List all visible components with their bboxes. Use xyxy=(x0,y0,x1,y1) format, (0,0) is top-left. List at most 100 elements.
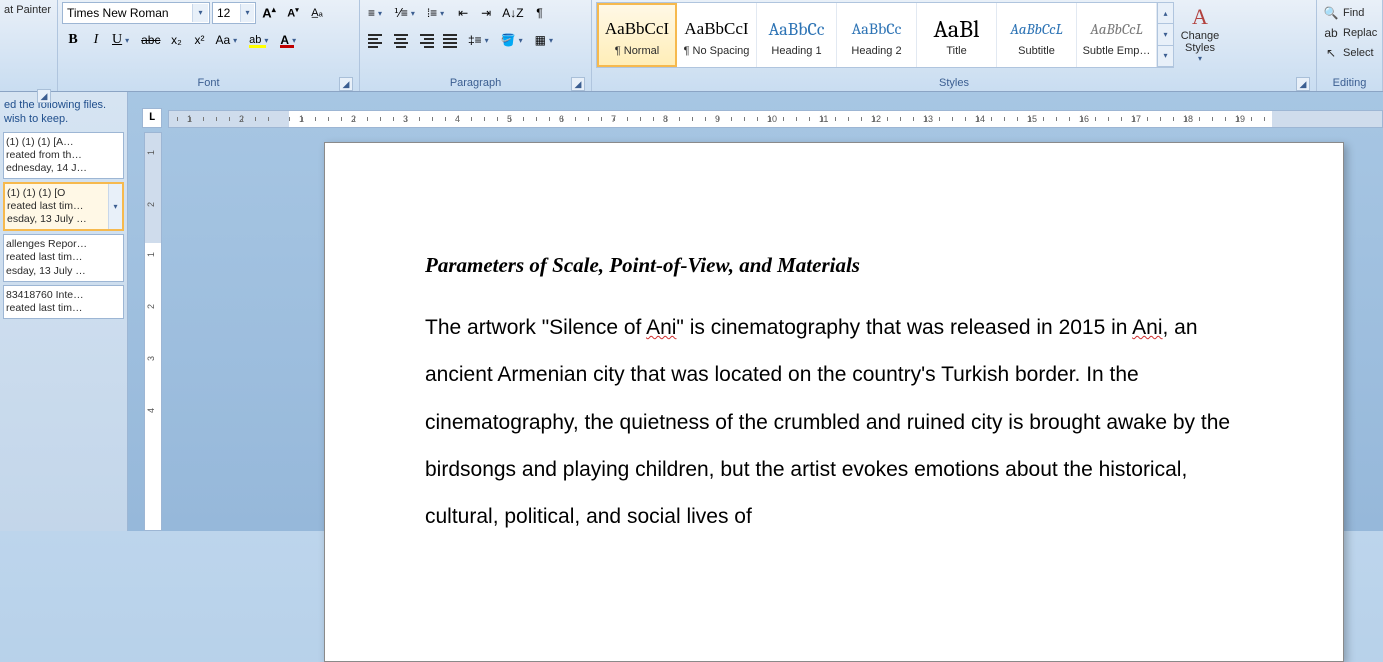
font-launcher[interactable]: ◢ xyxy=(339,77,353,91)
gallery-scroll-0[interactable]: ▴ xyxy=(1158,3,1173,24)
recovery-item-1[interactable]: (1) (1) (1) [Oreated last tim…esday, 13 … xyxy=(3,182,124,231)
highlight-swatch xyxy=(249,45,266,48)
editing-group-label: Editing xyxy=(1321,75,1378,91)
align-center-button[interactable] xyxy=(389,29,413,51)
document-page[interactable]: Parameters of Scale, Point-of-View, and … xyxy=(324,142,1344,662)
align-right-button[interactable] xyxy=(414,29,438,51)
bullets-button[interactable]: ≡▾ xyxy=(364,2,389,24)
style-item---no-spacing[interactable]: AaBbCcI¶ No Spacing xyxy=(677,3,757,67)
shrink-font-button[interactable]: A▾ xyxy=(282,2,304,24)
recovery-item-2[interactable]: allenges Repor…reated last tim…esday, 13… xyxy=(3,234,124,281)
workspace: ed the following files. wish to keep. (1… xyxy=(0,92,1383,531)
style-label: Heading 1 xyxy=(771,45,821,57)
multilevel-list-button[interactable]: ⁞≡▾ xyxy=(423,2,451,24)
line-spacing-button[interactable]: ‡≡▾ xyxy=(464,29,496,51)
style-label: Heading 2 xyxy=(851,45,901,57)
font-name-value: Times New Roman xyxy=(67,6,169,20)
align-center-icon xyxy=(393,33,409,47)
font-size-combo[interactable]: 12 ▾ xyxy=(212,2,256,24)
style-preview: AaBl xyxy=(933,13,979,45)
font-color-swatch xyxy=(280,45,294,48)
replace-icon: ab xyxy=(1323,25,1339,41)
style-item-title[interactable]: AaBlTitle xyxy=(917,3,997,67)
change-styles-icon: A xyxy=(1192,4,1208,30)
font-color-button[interactable]: A ▾ xyxy=(276,29,303,51)
gallery-scroll-1[interactable]: ▾ xyxy=(1158,24,1173,45)
style-preview: AaBbCc xyxy=(769,13,825,45)
paragraph-launcher[interactable]: ◢ xyxy=(571,77,585,91)
clear-formatting-button[interactable]: A̲ₐ xyxy=(306,2,328,24)
strikethrough-button[interactable]: abc xyxy=(137,29,164,51)
italic-button[interactable]: I xyxy=(85,29,107,51)
bold-button[interactable]: B xyxy=(62,29,84,51)
styles-group: AaBbCcI¶ NormalAaBbCcI¶ No SpacingAaBbCc… xyxy=(592,0,1317,91)
change-case-button[interactable]: Aa▾ xyxy=(211,29,244,51)
style-label: Subtitle xyxy=(1018,45,1055,57)
spell-error[interactable]: Ani xyxy=(646,316,676,339)
style-item-heading-2[interactable]: AaBbCcHeading 2 xyxy=(837,3,917,67)
numbering-button[interactable]: ⅟≡▾ xyxy=(390,2,422,24)
style-preview: AaBbCcL xyxy=(1010,13,1063,45)
style-preview: AaBbCcI xyxy=(605,13,669,45)
subscript-button[interactable]: x₂ xyxy=(165,29,187,51)
clipboard-launcher[interactable]: ◢ xyxy=(37,89,51,103)
shading-button[interactable]: 🪣▾ xyxy=(497,29,530,51)
style-label: ¶ Normal xyxy=(615,45,659,57)
change-styles-label: Change Styles xyxy=(1178,30,1222,54)
align-left-icon xyxy=(368,33,384,47)
find-icon: 🔍 xyxy=(1323,5,1339,21)
sort-button[interactable]: A↓Z xyxy=(498,2,527,24)
clipboard-group-label: ◢ xyxy=(4,87,53,91)
style-item-subtle-emp-[interactable]: AaBbCcLSubtle Emp… xyxy=(1077,3,1157,67)
change-styles-button[interactable]: A Change Styles ▾ xyxy=(1176,2,1224,65)
style-item-subtitle[interactable]: AaBbCcLSubtitle xyxy=(997,3,1077,67)
document-area: L 2112345678910111213141516171819 211234… xyxy=(128,92,1383,531)
find-button[interactable]: 🔍Find xyxy=(1321,4,1366,22)
justify-button[interactable] xyxy=(439,29,463,51)
highlight-color-button[interactable]: ab ▾ xyxy=(245,29,275,51)
paragraph-group: ≡▾ ⅟≡▾ ⁞≡▾ ⇤ ⇥ A↓Z ¶ xyxy=(360,0,592,91)
grow-font-button[interactable]: A▴ xyxy=(258,2,280,24)
spell-error[interactable]: Ani xyxy=(1132,316,1162,339)
style-preview: AaBbCcL xyxy=(1090,13,1143,45)
document-heading[interactable]: Parameters of Scale, Point-of-View, and … xyxy=(425,253,1243,278)
style-preview: AaBbCc xyxy=(852,13,902,45)
decrease-indent-button[interactable]: ⇤ xyxy=(452,2,474,24)
styles-launcher[interactable]: ◢ xyxy=(1296,77,1310,91)
style-item---normal[interactable]: AaBbCcI¶ Normal xyxy=(597,3,677,67)
align-right-icon xyxy=(418,33,434,47)
replace-button[interactable]: abReplac xyxy=(1321,24,1379,42)
font-name-combo[interactable]: Times New Roman ▾ xyxy=(62,2,210,24)
vertical-ruler[interactable]: 211234 xyxy=(144,132,162,531)
show-marks-button[interactable]: ¶ xyxy=(529,2,551,24)
ribbon: at Painter ◢ Times New Roman ▾ 12 ▾ A▴ A… xyxy=(0,0,1383,92)
justify-icon xyxy=(443,33,459,47)
recovery-item-0[interactable]: (1) (1) (1) [A…reated from th…ednesday, … xyxy=(3,132,124,179)
align-left-button[interactable] xyxy=(364,29,388,51)
increase-indent-button[interactable]: ⇥ xyxy=(475,2,497,24)
horizontal-ruler[interactable]: 2112345678910111213141516171819 xyxy=(168,110,1383,128)
select-icon: ↖ xyxy=(1323,45,1339,61)
tab-selector[interactable]: L xyxy=(142,108,162,128)
editing-group: 🔍Find abReplac ↖Select Editing xyxy=(1317,0,1383,91)
borders-button[interactable]: ▦▾ xyxy=(531,29,560,51)
styles-group-label: Styles ◢ xyxy=(596,75,1312,91)
style-label: Subtle Emp… xyxy=(1083,45,1151,57)
document-recovery-pane: ed the following files. wish to keep. (1… xyxy=(0,92,128,531)
underline-button[interactable]: U▾ xyxy=(108,29,136,51)
style-item-heading-1[interactable]: AaBbCcHeading 1 xyxy=(757,3,837,67)
select-button[interactable]: ↖Select xyxy=(1321,44,1376,62)
document-body[interactable]: The artwork "Silence of Ani" is cinemato… xyxy=(425,304,1243,540)
font-group: Times New Roman ▾ 12 ▾ A▴ A▾ A̲ₐ B I U▾ … xyxy=(58,0,360,91)
font-group-label: Font ◢ xyxy=(62,75,355,91)
font-size-dropdown-icon[interactable]: ▾ xyxy=(240,4,254,22)
recovery-item-dropdown[interactable]: ▾ xyxy=(108,184,122,229)
style-preview: AaBbCcI xyxy=(684,13,748,45)
recovery-item-3[interactable]: 83418760 Inte…reated last tim… xyxy=(3,285,124,319)
style-label: Title xyxy=(946,45,966,57)
superscript-button[interactable]: x² xyxy=(188,29,210,51)
format-painter-button[interactable]: at Painter xyxy=(4,4,51,16)
font-name-dropdown-icon[interactable]: ▾ xyxy=(192,4,208,22)
recovery-message: ed the following files. wish to keep. xyxy=(2,96,125,129)
gallery-scroll-2[interactable]: ▾ xyxy=(1158,46,1173,67)
